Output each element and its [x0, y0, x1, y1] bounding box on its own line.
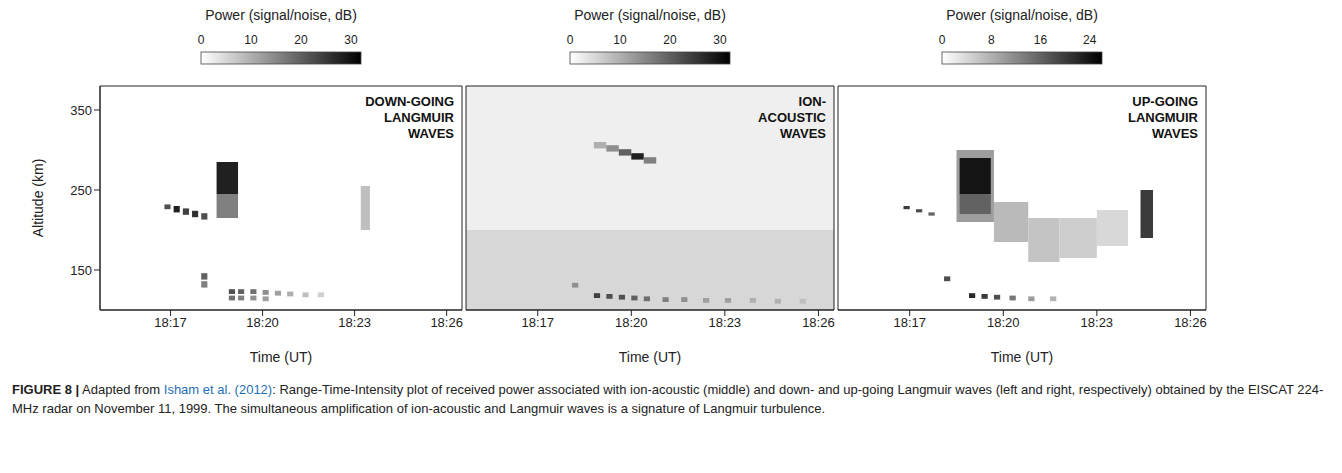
svg-text:8: 8 [988, 33, 995, 47]
svg-text:Altitude (km): Altitude (km) [30, 159, 46, 238]
svg-text:150: 150 [70, 263, 92, 278]
svg-text:18:17: 18:17 [893, 315, 926, 330]
svg-text:18:17: 18:17 [521, 315, 554, 330]
svg-text:Time (UT): Time (UT) [991, 349, 1053, 365]
svg-text:18:20: 18:20 [615, 315, 648, 330]
svg-text:10: 10 [244, 33, 258, 47]
html-text:WAVES: WAVES [408, 126, 454, 141]
html-text:LANGMUIR: LANGMUIR [1128, 110, 1198, 125]
svg-text:18:20: 18:20 [246, 315, 279, 330]
svg-text:10: 10 [613, 33, 627, 47]
svg-text:18:26: 18:26 [802, 315, 835, 330]
html-text:ION-: ION- [798, 94, 826, 109]
html-text:WAVES: WAVES [780, 126, 826, 141]
svg-text:18:23: 18:23 [338, 315, 371, 330]
svg-text:30: 30 [713, 33, 727, 47]
svg-text:30: 30 [344, 33, 358, 47]
svg-text:0: 0 [198, 33, 205, 47]
svg-text:20: 20 [294, 33, 308, 47]
svg-text:18:23: 18:23 [709, 315, 742, 330]
html-text:UP-GOING: UP-GOING [1132, 94, 1198, 109]
html-text:FIGURE 8 | Adapted from Isham: FIGURE 8 | Adapted from Isham et al. (20… [12, 382, 1324, 416]
svg-text:18:20: 18:20 [987, 315, 1020, 330]
svg-text:18:23: 18:23 [1081, 315, 1114, 330]
svg-text:Power (signal/noise, dB): Power (signal/noise, dB) [946, 7, 1098, 23]
svg-text:Time (UT): Time (UT) [250, 349, 312, 365]
html-text:LANGMUIR: LANGMUIR [384, 110, 454, 125]
svg-text:18:26: 18:26 [1174, 315, 1207, 330]
svg-text:18:26: 18:26 [430, 315, 463, 330]
svg-text:24: 24 [1083, 33, 1097, 47]
svg-text:0: 0 [939, 33, 946, 47]
svg-text:0: 0 [567, 33, 574, 47]
html-text:ACOUSTIC: ACOUSTIC [758, 110, 826, 125]
svg-text:Power (signal/noise, dB): Power (signal/noise, dB) [574, 7, 726, 23]
svg-text:250: 250 [70, 183, 92, 198]
svg-text:Time (UT): Time (UT) [619, 349, 681, 365]
svg-text:350: 350 [70, 103, 92, 118]
html-text:DOWN-GOING: DOWN-GOING [365, 94, 454, 109]
svg-text:18:17: 18:17 [154, 315, 187, 330]
svg-text:16: 16 [1034, 33, 1048, 47]
svg-text:20: 20 [663, 33, 677, 47]
svg-text:Power (signal/noise, dB): Power (signal/noise, dB) [205, 7, 357, 23]
html-text:WAVES: WAVES [1152, 126, 1198, 141]
